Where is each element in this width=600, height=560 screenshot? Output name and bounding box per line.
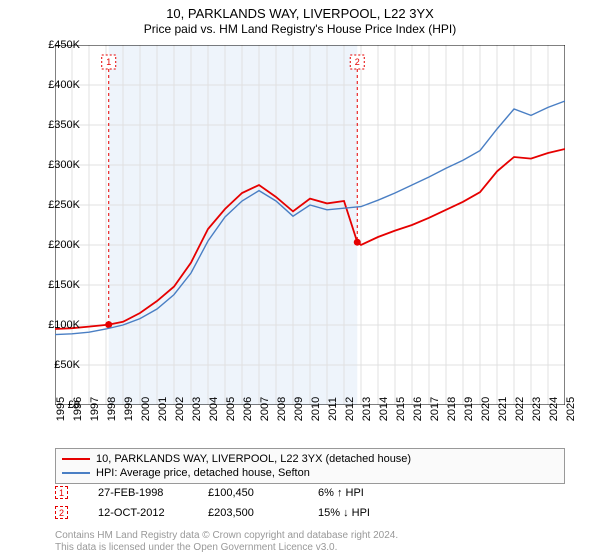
title-line2: Price paid vs. HM Land Registry's House … [0,22,600,36]
marker-price-1: £100,450 [208,487,318,499]
y-tick-label: £100K [48,319,80,331]
marker-badge-2: 2 [55,506,68,519]
x-tick-label: 2017 [429,397,441,421]
x-tick-label: 1998 [106,397,118,421]
footer-line2: This data is licensed under the Open Gov… [55,542,337,553]
legend-swatch-property [62,458,90,460]
x-tick-label: 2023 [531,397,543,421]
y-tick-label: £50K [54,359,80,371]
legend-swatch-hpi [62,472,90,474]
x-tick-label: 2018 [446,397,458,421]
x-tick-label: 2007 [259,397,271,421]
marker-delta-1: 6% ↑ HPI [318,487,364,499]
chart-svg: 12 [55,45,565,405]
y-tick-label: £250K [48,199,80,211]
x-tick-label: 2024 [548,397,560,421]
x-tick-label: 1999 [123,397,135,421]
marker-row-1: 1 27-FEB-1998 £100,450 6% ↑ HPI [55,486,565,499]
y-tick-label: £450K [48,39,80,51]
x-tick-label: 1997 [89,397,101,421]
svg-text:1: 1 [106,57,111,67]
title-block: 10, PARKLANDS WAY, LIVERPOOL, L22 3YX Pr… [0,0,600,36]
svg-text:2: 2 [355,57,360,67]
title-line1: 10, PARKLANDS WAY, LIVERPOOL, L22 3YX [0,6,600,21]
x-tick-label: 2025 [565,397,577,421]
x-tick-label: 2021 [497,397,509,421]
legend-series-hpi: HPI: Average price, detached house, Seft… [62,466,558,480]
y-tick-label: £300K [48,159,80,171]
x-tick-label: 2019 [463,397,475,421]
legend-series-property: 10, PARKLANDS WAY, LIVERPOOL, L22 3YX (d… [62,452,558,466]
legend-label-hpi: HPI: Average price, detached house, Seft… [96,467,310,479]
marker-badge-1: 1 [55,486,68,499]
x-tick-label: 2020 [480,397,492,421]
x-tick-label: 2022 [514,397,526,421]
marker-row-2: 2 12-OCT-2012 £203,500 15% ↓ HPI [55,506,565,519]
x-tick-label: 2008 [276,397,288,421]
x-tick-label: 2013 [361,397,373,421]
x-tick-label: 2012 [344,397,356,421]
x-tick-label: 2010 [310,397,322,421]
footer-line1: Contains HM Land Registry data © Crown c… [55,530,398,541]
y-tick-label: £200K [48,239,80,251]
x-tick-label: 2003 [191,397,203,421]
x-tick-label: 2000 [140,397,152,421]
x-tick-label: 2006 [242,397,254,421]
x-tick-label: 1995 [55,397,67,421]
x-tick-label: 2016 [412,397,424,421]
marker-price-2: £203,500 [208,507,318,519]
y-tick-label: £150K [48,279,80,291]
x-tick-label: 2004 [208,397,220,421]
x-tick-label: 2005 [225,397,237,421]
x-tick-label: 2014 [378,397,390,421]
marker-date-2: 12-OCT-2012 [98,507,208,519]
x-tick-label: 2001 [157,397,169,421]
x-tick-label: 2009 [293,397,305,421]
x-tick-label: 2015 [395,397,407,421]
x-tick-label: 2011 [327,397,339,421]
legend-label-property: 10, PARKLANDS WAY, LIVERPOOL, L22 3YX (d… [96,453,411,465]
legend: 10, PARKLANDS WAY, LIVERPOOL, L22 3YX (d… [55,448,565,484]
x-tick-label: 2002 [174,397,186,421]
x-tick-label: 1996 [72,397,84,421]
y-tick-label: £350K [48,119,80,131]
chart-container: 10, PARKLANDS WAY, LIVERPOOL, L22 3YX Pr… [0,0,600,560]
marker-delta-2: 15% ↓ HPI [318,507,370,519]
footer: Contains HM Land Registry data © Crown c… [55,530,565,554]
marker-date-1: 27-FEB-1998 [98,487,208,499]
y-tick-label: £400K [48,79,80,91]
